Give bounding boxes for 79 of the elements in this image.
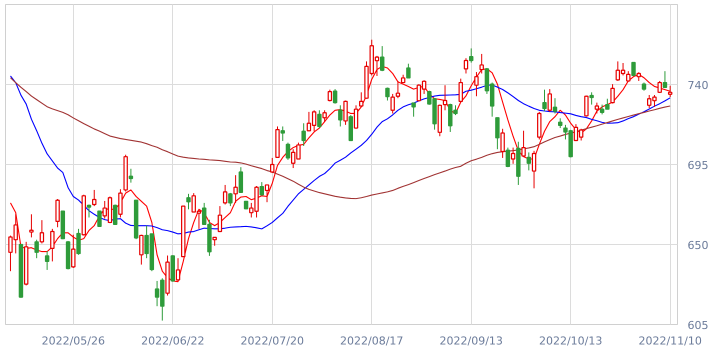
candlestick [589,92,594,106]
candlestick [317,110,322,129]
candlestick [34,239,39,259]
candlestick [526,152,532,171]
candlestick [558,118,562,129]
candlestick [92,189,96,207]
candlestick [280,126,285,142]
candlestick [474,72,479,97]
candlestick [552,98,558,114]
candlestick [537,111,542,140]
candlestick [510,147,516,164]
candlestick [139,234,144,266]
candlestick [542,89,547,112]
candlestick [385,87,390,101]
candlestick [264,184,270,203]
y-tick-label: 650 [688,239,708,252]
candlestick [594,102,600,114]
candlestick [468,48,474,64]
candlestick [411,102,416,118]
y-tick-label: 695 [688,159,708,172]
candlestick [631,62,636,77]
y-tick-label: 740 [688,79,708,92]
candlestick [332,88,338,104]
x-tick-label: 2022/10/13 [538,334,602,348]
candlestick [495,116,500,150]
candlestick [668,85,672,98]
x-tick-label: 2022/09/13 [440,334,503,348]
candlestick [584,95,589,118]
candlestick [218,206,222,233]
candlestick [662,70,668,89]
x-tick-label: 2022/08/17 [340,334,404,348]
candlestick [343,100,348,126]
candlestick [657,80,662,94]
candlestick [532,150,536,189]
candlestick [464,58,468,74]
candlestick [29,214,34,238]
candlestick [338,104,343,127]
candlestick [479,53,484,74]
x-tick-label: 2022/06/22 [141,334,204,348]
x-tick-label: 2022/11/10 [638,334,702,348]
candlestick [86,204,92,218]
candlestick [458,78,463,103]
candlestick [506,147,510,168]
candlestick [97,210,102,227]
line-series [10,77,671,200]
candlestick [128,168,134,184]
candlestick [348,114,354,142]
candlestick [406,63,411,79]
candlestick [186,193,191,210]
candlestick [322,110,327,122]
candlestick [626,70,631,82]
candlestick [112,204,118,226]
candlestick [286,142,290,160]
y-tick-label: 605 [688,319,708,332]
candlestick [238,166,244,194]
candlestick [44,250,50,270]
x-tick-label: 2022/05/26 [42,334,106,348]
candlestick [76,228,81,256]
candlestick [610,84,615,104]
candlestick [71,234,76,268]
candlestick [50,228,55,262]
candlestick [359,92,364,108]
candlestick [521,130,526,158]
candlestick [380,46,384,72]
candlestick [328,89,332,102]
candlestick [55,198,60,228]
candlestick [301,122,306,147]
x-tick-label: 2022/07/20 [240,334,304,348]
candlestick [118,188,123,218]
candlestick [233,174,238,204]
candlestick [354,104,358,130]
candlestick [500,128,505,158]
candlestick [270,157,274,174]
candlestick [222,184,228,205]
candlestick [176,258,180,282]
candlestick [228,192,233,207]
candlestick [40,220,44,244]
candlestick [260,182,264,196]
candlestick [548,88,552,112]
